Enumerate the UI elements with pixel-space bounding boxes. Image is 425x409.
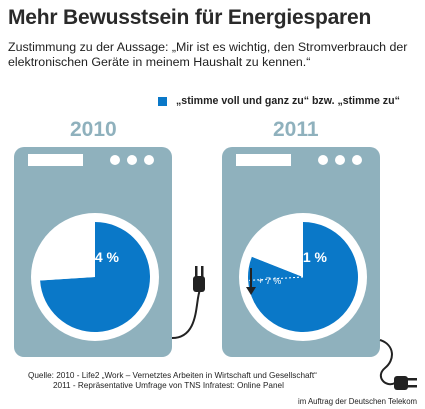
pie-value-label-2011: 81 %	[295, 249, 327, 265]
machine-knob-2011-c	[352, 155, 362, 165]
legend-swatch	[158, 96, 167, 106]
machine-panel-2011	[236, 154, 291, 166]
machine-knob-2010-c	[144, 155, 154, 165]
increase-dashed-line	[248, 276, 304, 281]
power-plug-2010-icon	[171, 266, 205, 339]
credit-note: im Auftrag der Deutschen Telekom	[298, 397, 418, 406]
pie-2010	[40, 222, 150, 332]
legend-label: „stimme voll und ganz zu“ bzw. „stimme z…	[176, 95, 400, 107]
increase-annotation: + 7 %	[258, 276, 281, 286]
machine-panel-2010	[28, 154, 83, 166]
chart-subtitle: Zustimmung zu der Aussage: „Mir ist es w…	[8, 40, 408, 69]
year-label-2011: 2011	[273, 118, 319, 141]
power-plug-2011-icon	[379, 339, 417, 390]
source-note: Quelle: 2010 - Life2 „Work – Vernetztes …	[28, 371, 317, 391]
machine-knob-2010-b	[127, 155, 137, 165]
year-label-2010: 2010	[70, 118, 117, 141]
legend: „stimme voll und ganz zu“ bzw. „stimme z…	[158, 95, 400, 107]
machine-knob-2011-b	[335, 155, 345, 165]
source-line-2: 2011 - Repräsentative Umfrage von TNS In…	[53, 381, 284, 390]
washing-machine-2011: + 7 % 81 %	[222, 147, 380, 357]
source-line-1: Quelle: 2010 - Life2 „Work – Vernetztes …	[28, 371, 317, 380]
pie-slice-agree-2010	[40, 222, 150, 332]
machine-knob-2010-a	[110, 155, 120, 165]
pie-slice-rest-2011	[251, 222, 303, 277]
machine-knob-2011-a	[318, 155, 328, 165]
washing-machine-2010: 74 %	[14, 147, 172, 357]
increase-arrow-icon	[246, 268, 256, 295]
pie-value-label-2010: 74 %	[87, 249, 119, 265]
pie-slice-rest-2010	[40, 222, 95, 281]
chart-title: Mehr Bewusstsein für Energiesparen	[8, 6, 372, 29]
